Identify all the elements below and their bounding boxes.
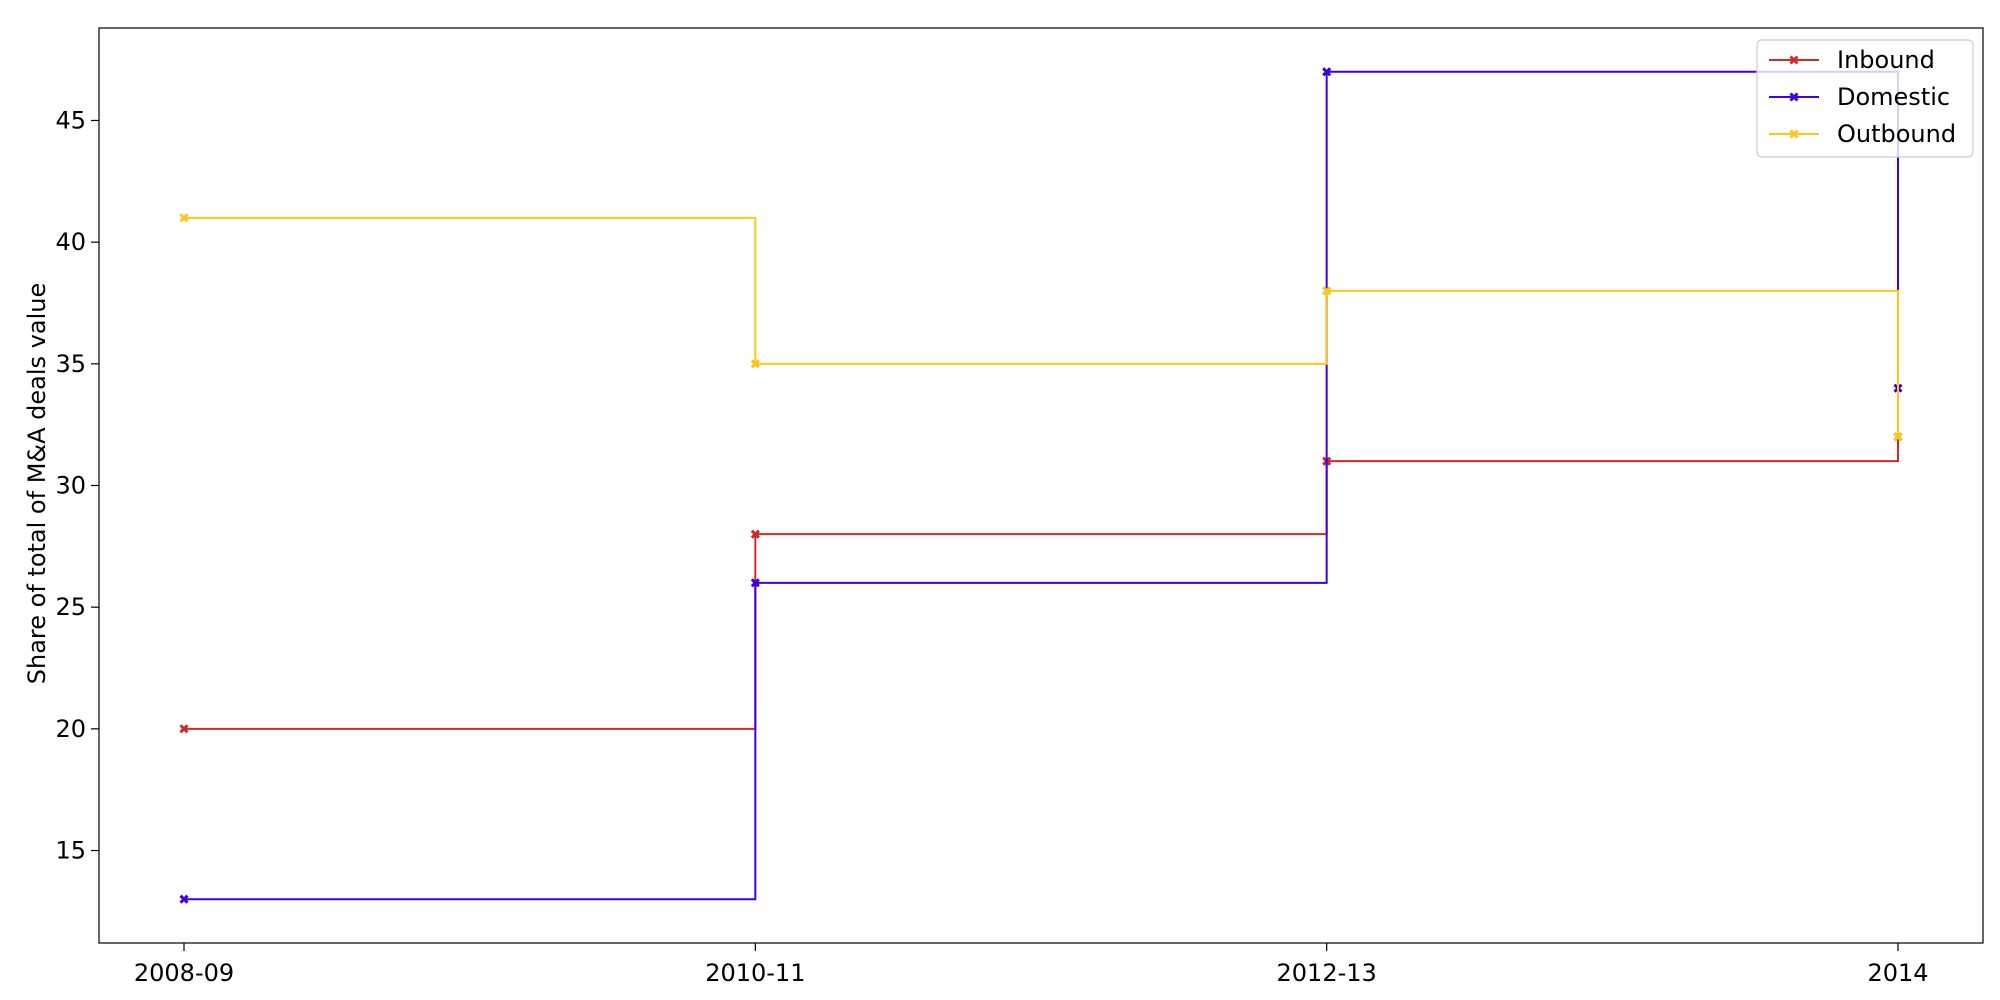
y-tick-label: 35 — [55, 350, 86, 378]
y-tick-label: 25 — [55, 593, 86, 621]
x-tick-label: 2008-09 — [134, 959, 234, 987]
data-point-marker — [750, 529, 760, 539]
data-point-marker — [1322, 67, 1332, 77]
x-tick-label: 2014 — [1867, 959, 1928, 987]
legend-label: Inbound — [1837, 46, 1935, 74]
data-point-marker — [1322, 286, 1332, 296]
legend-item-outbound: Outbound — [1769, 120, 1956, 148]
legend-label: Outbound — [1837, 120, 1956, 148]
data-point-marker — [179, 724, 189, 734]
y-tick-label: 40 — [55, 228, 86, 256]
series-domestic — [179, 67, 1903, 904]
series-line — [184, 70, 1899, 901]
x-tick-label: 2010-11 — [705, 959, 805, 987]
legend-box — [1756, 39, 1974, 158]
y-tick-label: 30 — [55, 472, 86, 500]
legend-item-inbound: Inbound — [1769, 46, 1935, 74]
y-tick-label: 45 — [55, 106, 86, 134]
legend-marker — [1789, 55, 1799, 65]
plot-frame — [98, 27, 1984, 944]
y-tick-label: 20 — [55, 715, 86, 743]
data-point-marker — [750, 359, 760, 369]
data-point-marker — [1893, 432, 1903, 442]
data-point-marker — [750, 578, 760, 588]
series-outbound — [179, 213, 1903, 442]
legend-marker — [1789, 92, 1799, 102]
y-tick-label: 15 — [55, 837, 86, 865]
legend-label: Domestic — [1837, 83, 1950, 111]
data-point-marker — [179, 213, 189, 223]
legend-marker — [1789, 129, 1799, 139]
legend-item-domestic: Domestic — [1769, 83, 1950, 111]
y-axis-label: Share of total of M&A deals value — [23, 283, 51, 684]
series-line — [184, 216, 1899, 437]
x-tick-label: 2012-13 — [1277, 959, 1377, 987]
data-point-marker — [179, 894, 189, 904]
